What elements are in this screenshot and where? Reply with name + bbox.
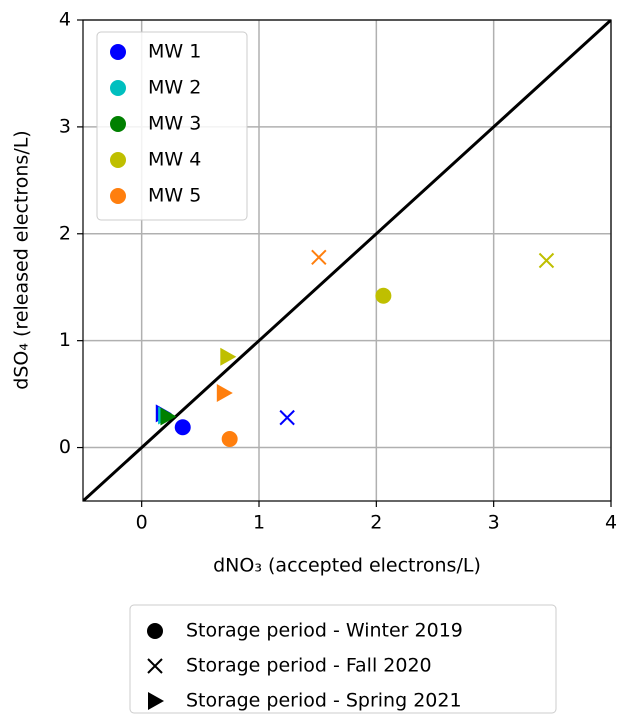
legend-marker <box>110 44 126 60</box>
point <box>216 384 233 403</box>
x-tick-label: 1 <box>253 512 265 534</box>
identity-line <box>83 20 611 501</box>
legend-marker <box>147 658 163 674</box>
legend-label: MW 2 <box>148 77 201 99</box>
point <box>174 419 191 436</box>
legend-marker <box>110 116 126 132</box>
y-tick-label: 0 <box>59 436 71 458</box>
legend-box <box>129 604 557 714</box>
x-tick-label: 0 <box>136 512 148 534</box>
point <box>160 407 177 426</box>
plot-frame <box>82 19 612 502</box>
x-axis-label: dNO₃ (accepted electrons/L) <box>213 555 481 577</box>
x-tick-label: 4 <box>605 512 617 534</box>
point <box>221 431 238 448</box>
x-tick-label: 3 <box>488 512 500 534</box>
point <box>220 347 237 366</box>
point <box>538 252 555 269</box>
legend-box <box>96 31 248 221</box>
legend-marker <box>147 623 163 639</box>
legend-marker <box>110 188 126 204</box>
legend-label: MW 4 <box>148 149 201 171</box>
legend-label: MW 5 <box>148 185 201 207</box>
legend-label: MW 3 <box>148 113 201 135</box>
point <box>279 409 295 426</box>
legend-marker <box>110 80 126 96</box>
legend: Storage period - Winter 2019 Storage peri… <box>129 604 557 714</box>
point <box>375 287 392 304</box>
legend-label: Storage period - Winter 2019 <box>186 620 463 642</box>
legend-marker <box>148 692 164 710</box>
legend-label: Storage period - Spring 2021 <box>186 690 462 712</box>
x-tick-label: 2 <box>370 512 382 534</box>
legend-marker <box>110 152 126 168</box>
y-tick-label: 1 <box>59 329 71 351</box>
point <box>311 249 327 266</box>
legend: MW 1 MW 2 MW 3 MW 4 MW 5 <box>96 31 248 221</box>
legend-label: Storage period - Fall 2020 <box>186 655 432 677</box>
y-axis-label: dSO₄ (released electrons/L) <box>11 130 33 389</box>
y-tick-label: 3 <box>59 115 71 137</box>
y-tick-label: 4 <box>59 9 71 31</box>
y-tick-label: 2 <box>59 222 71 244</box>
legend-label: MW 1 <box>148 41 201 63</box>
